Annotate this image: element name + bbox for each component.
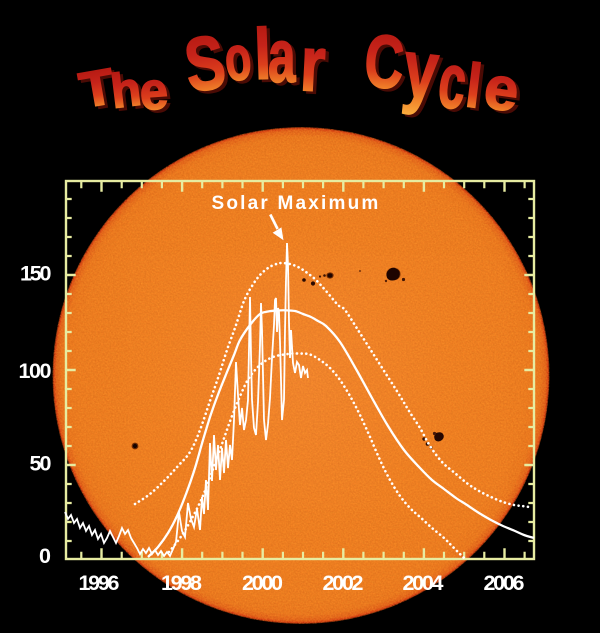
svg-text:e: e: [138, 60, 170, 121]
svg-text:h: h: [108, 62, 144, 119]
svg-text:100: 100: [19, 359, 52, 383]
svg-text:Solar Maximum: Solar Maximum: [211, 193, 380, 214]
svg-text:2004: 2004: [403, 571, 444, 595]
svg-text:l: l: [253, 15, 273, 95]
svg-text:50: 50: [30, 452, 52, 476]
svg-text:C: C: [365, 21, 410, 107]
svg-text:1998: 1998: [161, 571, 202, 595]
svg-text:C: C: [362, 18, 407, 104]
svg-text:2000: 2000: [242, 571, 283, 595]
svg-text:2002: 2002: [323, 571, 364, 595]
svg-text:1996: 1996: [79, 571, 120, 595]
svg-text:y: y: [399, 23, 443, 118]
svg-text:h: h: [111, 65, 147, 122]
svg-text:a: a: [268, 15, 296, 99]
svg-text:r: r: [301, 23, 330, 112]
svg-text:2006: 2006: [484, 571, 525, 595]
svg-text:0: 0: [39, 544, 51, 568]
svg-text:l: l: [256, 17, 276, 97]
svg-text:a: a: [271, 17, 299, 101]
svg-text:e: e: [141, 63, 173, 124]
svg-text:r: r: [298, 20, 327, 109]
svg-text:150: 150: [20, 262, 52, 286]
